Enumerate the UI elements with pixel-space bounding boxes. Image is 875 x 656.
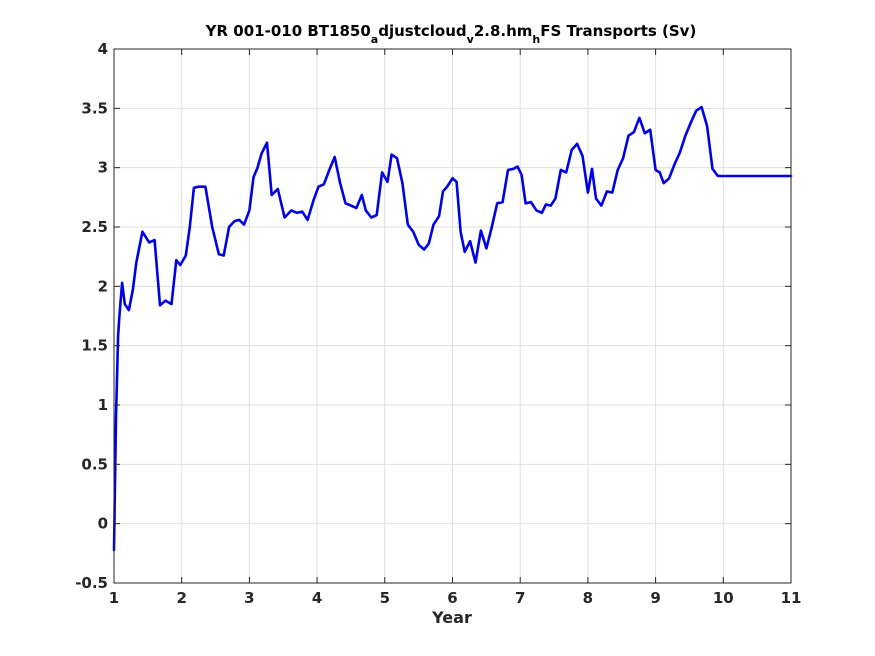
x-tick-label: 3 [244, 589, 254, 607]
title-part: YR 001-010 BT1850 [205, 22, 371, 40]
x-axis-ticks: 1 2 3 4 5 6 7 8 9 10 11 [109, 49, 802, 607]
series-line [112, 105, 793, 552]
title-part: FS Transports (Sv) [540, 22, 696, 40]
x-tick-label: 1 [109, 589, 119, 607]
x-tick-label: 2 [176, 589, 186, 607]
series-layer [112, 105, 793, 552]
x-tick-label: 10 [713, 589, 734, 607]
y-tick-label: 2.5 [81, 218, 108, 236]
title-subscript: v [467, 33, 475, 46]
y-tick-label: 3 [98, 159, 108, 177]
plot-area: 1 2 3 4 5 6 7 8 9 10 11 -0.5 0 0.5 1 1.5 2 2.5 3 3.5 4 [75, 40, 801, 607]
y-tick-label: 0 [98, 515, 108, 533]
chart-title: YR 001-010 BT1850adjustcloudv2.8.hmhFS T… [205, 22, 697, 46]
x-tick-label: 8 [583, 589, 593, 607]
x-gridlines [181, 49, 724, 583]
title-subscript: h [532, 33, 540, 46]
x-tick-label: 9 [650, 589, 660, 607]
y-tick-label: 3.5 [81, 99, 108, 117]
x-tick-label: 7 [515, 589, 525, 607]
y-tick-label: 1 [98, 396, 108, 414]
y-axis-ticks: -0.5 0 0.5 1 1.5 2 2.5 3 3.5 4 [75, 40, 791, 592]
x-tick-label: 5 [380, 589, 390, 607]
y-tick-label: -0.5 [75, 574, 108, 592]
title-subscript: a [371, 33, 378, 46]
y-gridlines [114, 107, 791, 525]
y-tick-label: 1.5 [81, 337, 108, 355]
y-tick-label: 0.5 [81, 455, 108, 473]
x-tick-label: 4 [312, 589, 322, 607]
x-tick-label: 6 [447, 589, 457, 607]
y-tick-label: 2 [98, 277, 108, 295]
y-tick-label: 4 [98, 40, 108, 58]
x-tick-label: 11 [781, 589, 802, 607]
title-part: djustcloud [378, 22, 466, 40]
x-axis-label: Year [431, 608, 472, 627]
title-part: 2.8.hm [474, 22, 533, 40]
